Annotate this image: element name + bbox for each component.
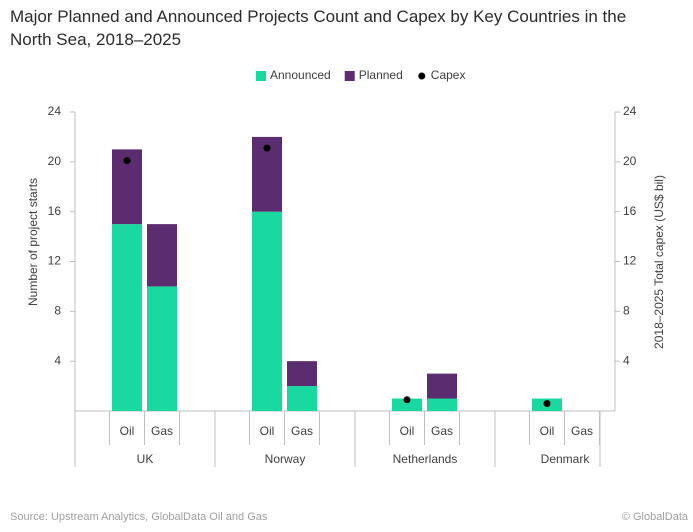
y2-tick-label: 4 (623, 353, 630, 367)
capex-dot (123, 157, 131, 165)
capex-dot (263, 144, 271, 152)
y-tick-label: 20 (48, 154, 62, 168)
x-tick-label: Gas (151, 424, 173, 438)
bar-segment (287, 361, 317, 387)
source: Source: Upstream Analytics, GlobalData O… (10, 511, 268, 523)
y-tick-label: 16 (48, 204, 62, 218)
y2-tick-label: 20 (623, 154, 637, 168)
y2-tick-label: 16 (623, 204, 637, 218)
y2-tick-label: 8 (623, 304, 630, 318)
bar-segment (112, 224, 142, 411)
x-tick-label: Gas (431, 424, 453, 438)
legend-swatch (344, 71, 355, 81)
legend-label: Announced (270, 68, 331, 82)
group-label: Norway (265, 452, 306, 466)
capex-dot (403, 396, 411, 404)
group-label: Netherlands (393, 452, 458, 466)
y-tick-label: 8 (54, 304, 61, 318)
y2-tick-label: 24 (623, 104, 637, 118)
x-tick-label: Gas (291, 424, 313, 438)
bar-segment (287, 386, 317, 411)
bar-segment (427, 398, 457, 411)
group-label: UK (137, 452, 154, 466)
copyright: © GlobalData (622, 511, 689, 523)
y-tick-label: 4 (54, 353, 61, 367)
bar-segment (147, 224, 177, 287)
group-label: Denmark (541, 452, 591, 466)
x-tick-label: Gas (571, 424, 593, 438)
legend-swatch (256, 71, 266, 81)
bar-segment (427, 373, 457, 399)
chart-title: Major Planned and Announced Projects Cou… (10, 7, 626, 49)
y-tick-label: 24 (48, 104, 62, 118)
legend-label: Capex (431, 68, 466, 82)
y2-axis-label: 2018–2025 Total capex (US$ bil) (652, 175, 666, 349)
y2-tick-label: 12 (623, 254, 637, 268)
legend-label: Planned (359, 68, 403, 82)
bar-segment (252, 211, 282, 411)
bar-segment (147, 286, 177, 411)
x-tick-label: Oil (260, 424, 275, 438)
y-tick-label: 12 (48, 254, 62, 268)
x-tick-label: Oil (540, 424, 555, 438)
capex-dot (543, 400, 551, 408)
x-tick-label: Oil (120, 424, 135, 438)
legend-marker (418, 72, 426, 80)
bar-segment (392, 398, 422, 411)
y-axis-label: Number of project starts (26, 178, 40, 306)
x-tick-label: Oil (400, 424, 415, 438)
